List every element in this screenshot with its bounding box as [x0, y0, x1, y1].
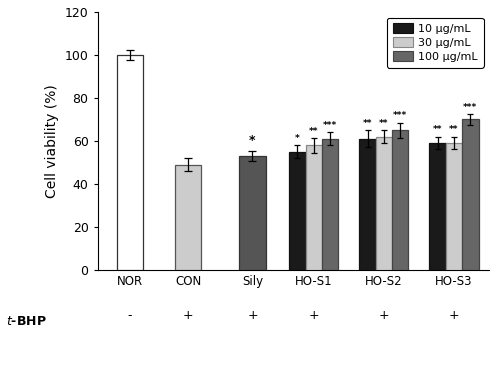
- Text: *: *: [249, 134, 256, 147]
- Legend: 10 μg/mL, 30 μg/mL, 100 μg/mL: 10 μg/mL, 30 μg/mL, 100 μg/mL: [387, 17, 484, 68]
- Text: **: **: [309, 127, 318, 135]
- Bar: [117, 55, 143, 270]
- Bar: [430, 143, 446, 270]
- Text: $\it{t}$-BHP: $\it{t}$-BHP: [6, 315, 47, 328]
- Text: ***: ***: [463, 103, 478, 112]
- Text: ***: ***: [323, 121, 337, 130]
- Text: +: +: [247, 309, 258, 322]
- Text: **: **: [363, 119, 372, 128]
- Bar: [392, 130, 408, 270]
- Text: +: +: [309, 309, 319, 322]
- Text: +: +: [449, 309, 459, 322]
- Bar: [462, 120, 479, 270]
- Text: **: **: [433, 125, 442, 134]
- Bar: [175, 165, 201, 270]
- Text: ***: ***: [393, 111, 407, 120]
- Bar: [375, 137, 392, 270]
- Text: +: +: [378, 309, 389, 322]
- Text: -: -: [127, 309, 132, 322]
- Bar: [360, 139, 375, 270]
- Bar: [446, 143, 462, 270]
- Y-axis label: Cell viability (%): Cell viability (%): [45, 84, 59, 198]
- Bar: [289, 152, 306, 270]
- Bar: [306, 145, 322, 270]
- Bar: [239, 156, 265, 270]
- Bar: [322, 139, 338, 270]
- Text: **: **: [449, 125, 459, 134]
- Text: *: *: [295, 134, 300, 143]
- Text: +: +: [183, 309, 193, 322]
- Text: **: **: [379, 119, 389, 128]
